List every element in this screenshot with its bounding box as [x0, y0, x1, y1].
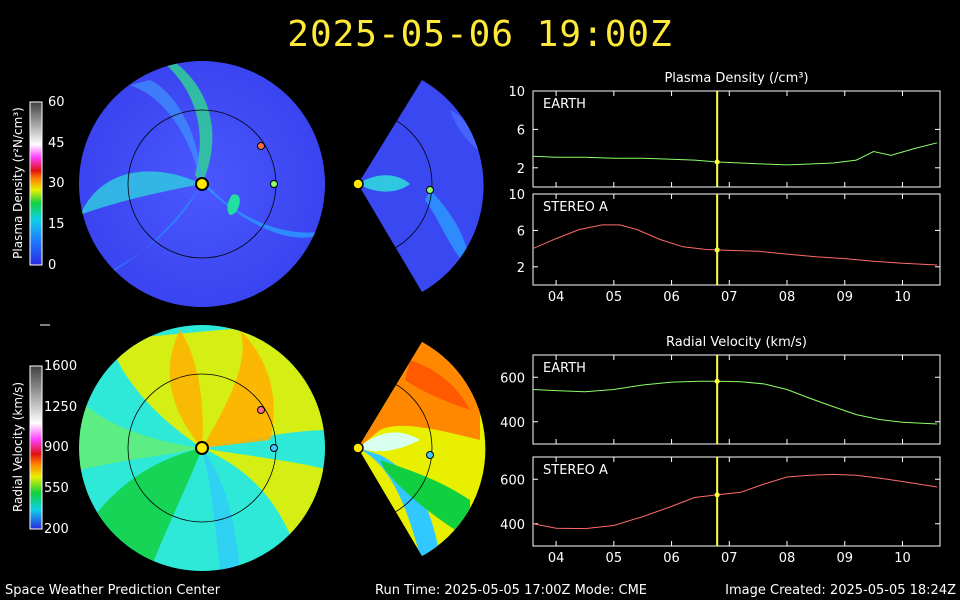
- current-value-dot: [714, 159, 720, 165]
- earth-marker-velocity: [270, 444, 278, 452]
- y-tick-label: 400: [500, 518, 525, 533]
- velocity-colorbar: [29, 365, 43, 530]
- x-tick-label: 04: [548, 551, 565, 566]
- earth-marker: [270, 180, 278, 188]
- y-tick-label: 600: [500, 473, 525, 488]
- earth-marker-velocity-wedge: [426, 451, 434, 459]
- velocity-stereo-a-series-line: [532, 473, 938, 530]
- velocity-tick: 900: [44, 440, 69, 455]
- sun-marker-velocity-wedge: [352, 442, 364, 454]
- density-panel-title: Plasma Density (/cm³): [664, 71, 809, 86]
- density-meridional-wedge: [352, 80, 484, 292]
- y-tick-label: 600: [500, 371, 525, 386]
- velocity-tick: 200: [44, 522, 69, 537]
- x-tick-label: 09: [836, 290, 853, 305]
- density-tick: 30: [48, 176, 65, 191]
- velocity-meridional-wedge: [352, 342, 486, 556]
- y-tick-label: 6: [517, 123, 525, 138]
- earth-marker-wedge: [426, 186, 434, 194]
- density-earth-label: EARTH: [543, 97, 586, 112]
- footer-organization: Space Weather Prediction Center: [5, 583, 221, 598]
- x-tick-label: 07: [721, 551, 738, 566]
- density-tick: 15: [48, 217, 65, 232]
- x-tick-label: 08: [779, 551, 796, 566]
- footer-image-created: Image Created: 2025-05-05 18:24Z: [725, 583, 956, 598]
- velocity-stereo-a-label: STEREO A: [543, 463, 608, 478]
- footer-run-time: Run Time: 2025-05-05 17:00Z Mode: CME: [375, 583, 648, 598]
- x-tick-label: 08: [779, 290, 796, 305]
- y-tick-label: 10: [508, 188, 525, 203]
- x-tick-label: 06: [663, 551, 680, 566]
- density-earth-frame: [532, 90, 941, 188]
- density-earth-series-line: [532, 142, 938, 166]
- x-tick-label: 10: [894, 290, 911, 305]
- sun-marker-wedge: [352, 178, 364, 190]
- density-tick: 45: [48, 136, 65, 151]
- y-tick-label: 2: [517, 261, 525, 276]
- density-colorbar: [29, 101, 43, 266]
- velocity-earth-label: EARTH: [543, 361, 586, 376]
- y-tick-label: 2: [517, 162, 525, 177]
- y-tick-label: 10: [508, 85, 525, 100]
- stereo-a-marker: [257, 142, 265, 150]
- velocity-earth-frame: [532, 354, 941, 445]
- x-tick-label: 04: [548, 290, 565, 305]
- velocity-earth-series-line: [532, 380, 938, 425]
- velocity-polar-map: [79, 325, 325, 571]
- velocity-tick: 1600: [44, 359, 78, 374]
- velocity-colorbar-label: Radial Velocity (km/s): [11, 381, 25, 513]
- sun-marker-velocity: [195, 441, 209, 455]
- density-stereo-a-series-line: [532, 224, 938, 266]
- velocity-tick: 550: [44, 481, 69, 496]
- density-colorbar-label: Plasma Density (r²N/cm³): [11, 107, 25, 259]
- current-value-dot: [714, 247, 720, 253]
- y-tick-label: 400: [500, 416, 525, 431]
- page-title: 2025-05-06 19:00Z: [287, 14, 673, 55]
- x-tick-label: 10: [894, 551, 911, 566]
- y-tick-label: 6: [517, 224, 525, 239]
- current-value-dot: [714, 378, 720, 384]
- x-tick-label: 07: [721, 290, 738, 305]
- current-value-dot: [714, 492, 720, 498]
- density-tick: 0: [48, 258, 57, 273]
- sun-marker: [195, 177, 209, 191]
- density-tick: 60: [48, 95, 65, 110]
- density-polar-map: [79, 61, 325, 307]
- velocity-panel-title: Radial Velocity (km/s): [666, 335, 807, 350]
- x-tick-label: 09: [836, 551, 853, 566]
- velocity-tick: 1250: [44, 400, 78, 415]
- density-stereo-a-label: STEREO A: [543, 200, 608, 215]
- x-tick-label: 05: [606, 290, 623, 305]
- density-stereo-a-frame: [532, 193, 941, 286]
- x-tick-label: 05: [606, 551, 623, 566]
- x-tick-label: 06: [663, 290, 680, 305]
- velocity-stereo-a-frame: [532, 456, 941, 547]
- stereo-a-marker-velocity: [257, 406, 265, 414]
